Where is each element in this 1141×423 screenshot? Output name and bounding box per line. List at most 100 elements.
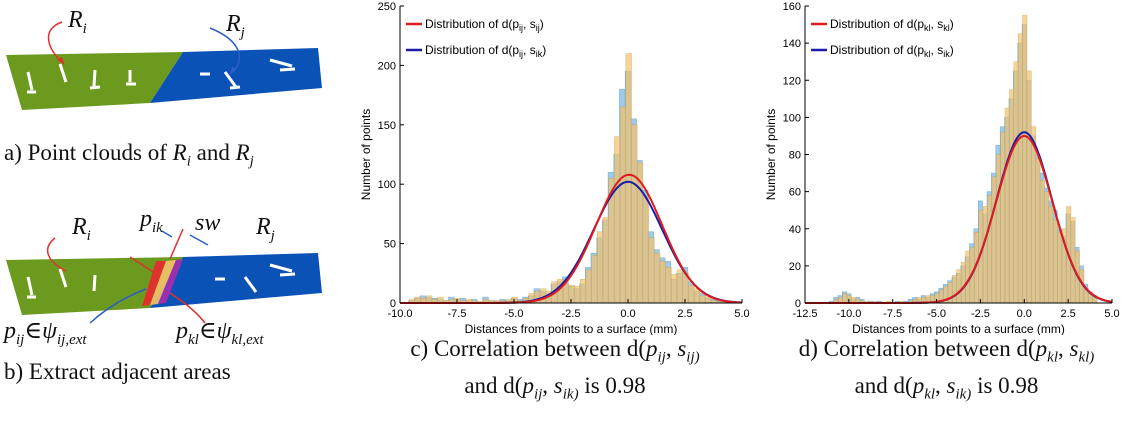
panel-a-point-cloud — [6, 21, 322, 110]
chart-c-bar — [699, 295, 706, 304]
chart-c-y-tick-label: 50 — [384, 239, 396, 251]
chart-c-bar — [631, 124, 638, 304]
caption-c: c) Correlation between d(pij, sij) and d… — [350, 335, 760, 408]
chart-c-legend-entry: Distribution of d(pij, sik) — [425, 43, 546, 59]
chart-d-bar — [1000, 131, 1006, 304]
chart-d-bar — [996, 154, 1001, 304]
chart-d-x-tick-label: 0.0 — [1017, 308, 1032, 320]
chart-d-x-tick-label: 5.0 — [1104, 308, 1119, 320]
chart-c-x-tick-label: 0.0 — [620, 308, 635, 320]
caption-a: a) Point clouds of Ri and Rj — [4, 140, 254, 170]
chart-d-bar — [1053, 219, 1058, 304]
chart-c-bar — [426, 295, 433, 304]
chart-d-y-tick-label: 120 — [783, 75, 801, 87]
chart-c-bar — [619, 106, 627, 304]
chart-d-legend-entry: Distribution of d(pkl, sik) — [830, 43, 954, 59]
chart-d: -12.5 -10.0 -7.5 -5.0 -2.5 0.0 2.5 5.0 0 20 40 60 80… — [764, 1, 1120, 335]
strip-pij — [142, 261, 166, 306]
strip-sw — [150, 260, 176, 305]
chart-d-bar — [1022, 15, 1028, 304]
chart-d-y-label: Number of points — [764, 109, 778, 200]
chart-d-y-tick-label: 0 — [795, 298, 801, 310]
chart-d-bar — [1013, 61, 1019, 304]
label-ri: Ri — [68, 7, 87, 37]
chart-c-y-label: Number of points — [359, 109, 373, 200]
chart-c-x-tick-label: 5.0 — [734, 308, 749, 320]
chart-d-bar — [956, 269, 962, 304]
rj-arrow-b — [189, 234, 209, 246]
chart-d-bar — [991, 176, 997, 304]
chart-d-y-tick-label: 100 — [783, 112, 801, 124]
chart-d-y-tick-label: 140 — [783, 38, 801, 50]
chart-d-x-tick-label: 2.5 — [1060, 308, 1075, 320]
chart-d-bar — [1039, 180, 1045, 304]
chart-c-x-tick-label: -5.0 — [505, 308, 524, 320]
chart-d-bar — [1044, 191, 1050, 304]
chart-c-bar — [602, 217, 609, 304]
chart-c-bar — [597, 231, 604, 304]
chart-d-y-tick-label: 60 — [789, 187, 801, 199]
chart-c-bar — [671, 274, 678, 304]
pik-arrow — [129, 256, 159, 276]
label-sw: sw — [195, 210, 221, 236]
chart-c-hist-a — [408, 71, 734, 304]
label-ri-b: Ri — [72, 214, 91, 244]
panel-b-adjacent-areas — [6, 228, 322, 324]
chart-d-y-tick-label: 80 — [789, 150, 801, 162]
chart-c-bar — [574, 286, 581, 304]
chart-d-x-tick-label: -5.0 — [927, 308, 946, 320]
chart-d-bar — [1009, 89, 1015, 304]
chart-c-bar — [585, 269, 592, 304]
chart-c-bar — [693, 288, 701, 304]
label-rj-b: Rj — [256, 214, 275, 244]
pkl-arrow — [169, 292, 206, 324]
chart-d-hist-b — [833, 15, 1098, 304]
label-pik: pik — [140, 206, 163, 236]
caption-b: b) Extract adjacent areas — [4, 359, 231, 384]
panel-a: Ri Rj a) Point clouds of Ri and Rj — [0, 0, 330, 170]
chart-d-x-label: Distances from points to a surface (mm) — [852, 322, 1065, 335]
chart-d-bar — [987, 195, 993, 304]
chart-d-x-tick-label: -12.5 — [792, 308, 817, 320]
chart-d-bar — [842, 293, 848, 304]
rj-arrow-head — [230, 66, 236, 74]
label-pij-set: pij∈ψij,ext — [4, 318, 87, 348]
chart-d-bar — [1031, 126, 1037, 304]
chart-c-bar — [688, 284, 695, 304]
chart-d-bar — [1026, 70, 1032, 304]
chart-d-y-tick-label: 160 — [783, 1, 801, 13]
chart-d-bar — [960, 261, 966, 304]
chart-c-bar — [625, 53, 632, 304]
road-markings — [26, 58, 296, 94]
chart-d-bar — [1035, 157, 1041, 304]
chart-c-bar — [591, 255, 598, 304]
chart-c-bar — [562, 283, 570, 304]
chart-d-x-tick-label: -7.5 — [883, 308, 902, 320]
chart-c-bar — [568, 284, 575, 304]
ri-arrow-b — [46, 237, 67, 272]
chart-d-bar — [1048, 206, 1054, 304]
chart-c-bar — [705, 296, 712, 304]
chart-c-bar — [614, 136, 621, 304]
caption-d-line1: d) Correlation between d(pkl, skl) — [798, 336, 1095, 366]
road-markings-b — [26, 263, 296, 299]
sw-arrow — [169, 228, 184, 260]
chart-c-legend-entry: Distribution of d(pij, sij) — [425, 17, 544, 33]
chart-c-y-tick-label: 0 — [390, 298, 396, 310]
chart-d-x-tick-label: -10.0 — [836, 308, 861, 320]
label-rj: Rj — [226, 11, 245, 41]
chart-d-bar — [1017, 33, 1023, 304]
chart-d-legend-entry: Distribution of d(pkl, skl) — [830, 17, 954, 33]
panel-b: Ri pik sw Rj pij∈ψij,ext pkl∈ψkl,ext b) … — [0, 205, 330, 423]
chart-c-y-tick-label: 150 — [378, 120, 396, 132]
pij-arrow — [89, 288, 147, 324]
ri-arrow-head — [57, 57, 64, 64]
chart-c-bar — [579, 278, 587, 304]
chart-c-x-tick-label: -10.0 — [387, 308, 412, 320]
chart-d-x-tick-label: -2.5 — [971, 308, 990, 320]
chart-c-y-tick-label: 200 — [378, 60, 396, 72]
chart-c-bar — [654, 252, 661, 304]
chart-c-y-tick-label: 250 — [378, 1, 396, 13]
chart-c-x-tick-label: -7.5 — [448, 308, 467, 320]
caption-d: d) Correlation between d(pkl, skl) and d… — [752, 335, 1141, 408]
